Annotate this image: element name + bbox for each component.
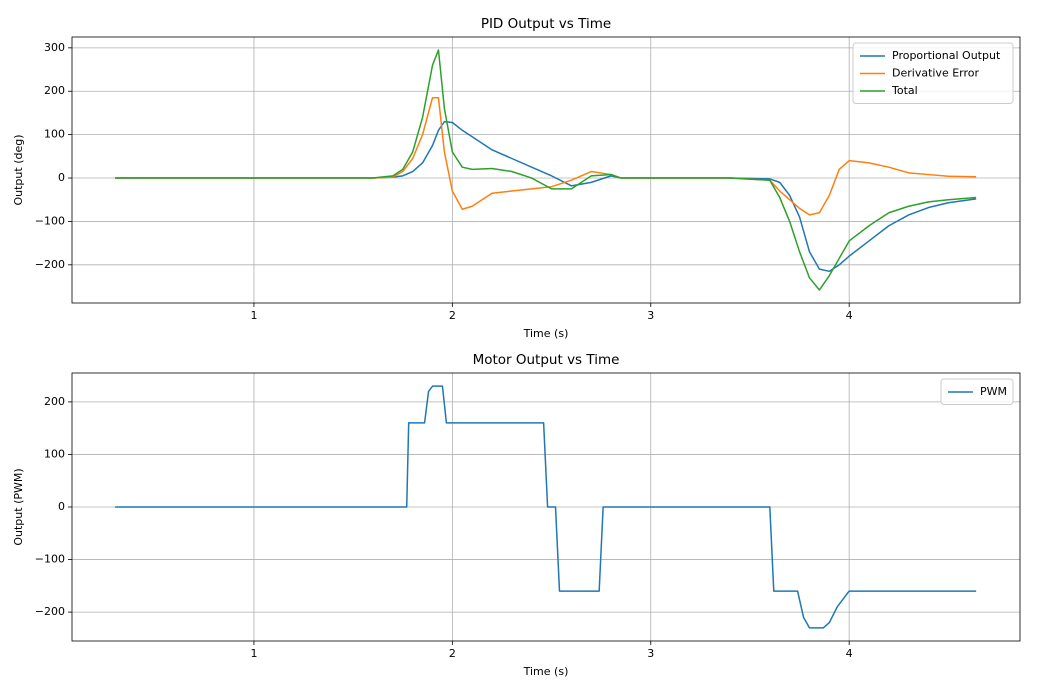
x-tick-label: 4 [846,647,853,660]
plot-frame [71,372,1021,642]
chart-title: Motor Output vs Time [473,352,620,368]
y-tick-label: 100 [44,447,65,460]
y-axis-label: Output (deg) [12,134,25,205]
y-tick-label: 200 [44,395,65,408]
y-tick-label: 0 [58,500,65,513]
y-tick-label: −100 [35,214,65,227]
y-tick-label: 200 [44,84,65,97]
legend-box [852,42,1014,104]
x-tick-label: 4 [846,309,853,322]
legend-box [940,378,1014,405]
series-line [115,97,977,216]
chart-title: PID Output vs Time [481,16,611,32]
x-tick-label: 3 [647,647,654,660]
x-axis-label: Time (s) [523,665,569,678]
x-tick-label: 2 [449,647,456,660]
x-tick-label: 1 [250,647,257,660]
y-axis-label: Output (PWM) [12,468,25,545]
y-tick-label: 100 [44,128,65,141]
series-line [115,49,977,291]
x-tick-label: 3 [647,309,654,322]
x-tick-label: 2 [449,309,456,322]
legend-label: PWM [980,385,1007,398]
x-tick-label: 1 [250,309,257,322]
y-tick-label: 0 [58,171,65,184]
legend-label: Proportional Output [892,49,1001,62]
x-axis-label: Time (s) [523,327,569,340]
legend-label: Derivative Error [892,67,980,80]
y-tick-label: −100 [35,553,65,566]
series-line [115,385,977,629]
series-line [115,120,977,273]
y-tick-label: 300 [44,41,65,54]
legend-label: Total [891,84,918,97]
plot-frame [71,36,1021,304]
y-tick-label: −200 [35,605,65,618]
y-tick-label: −200 [35,258,65,271]
